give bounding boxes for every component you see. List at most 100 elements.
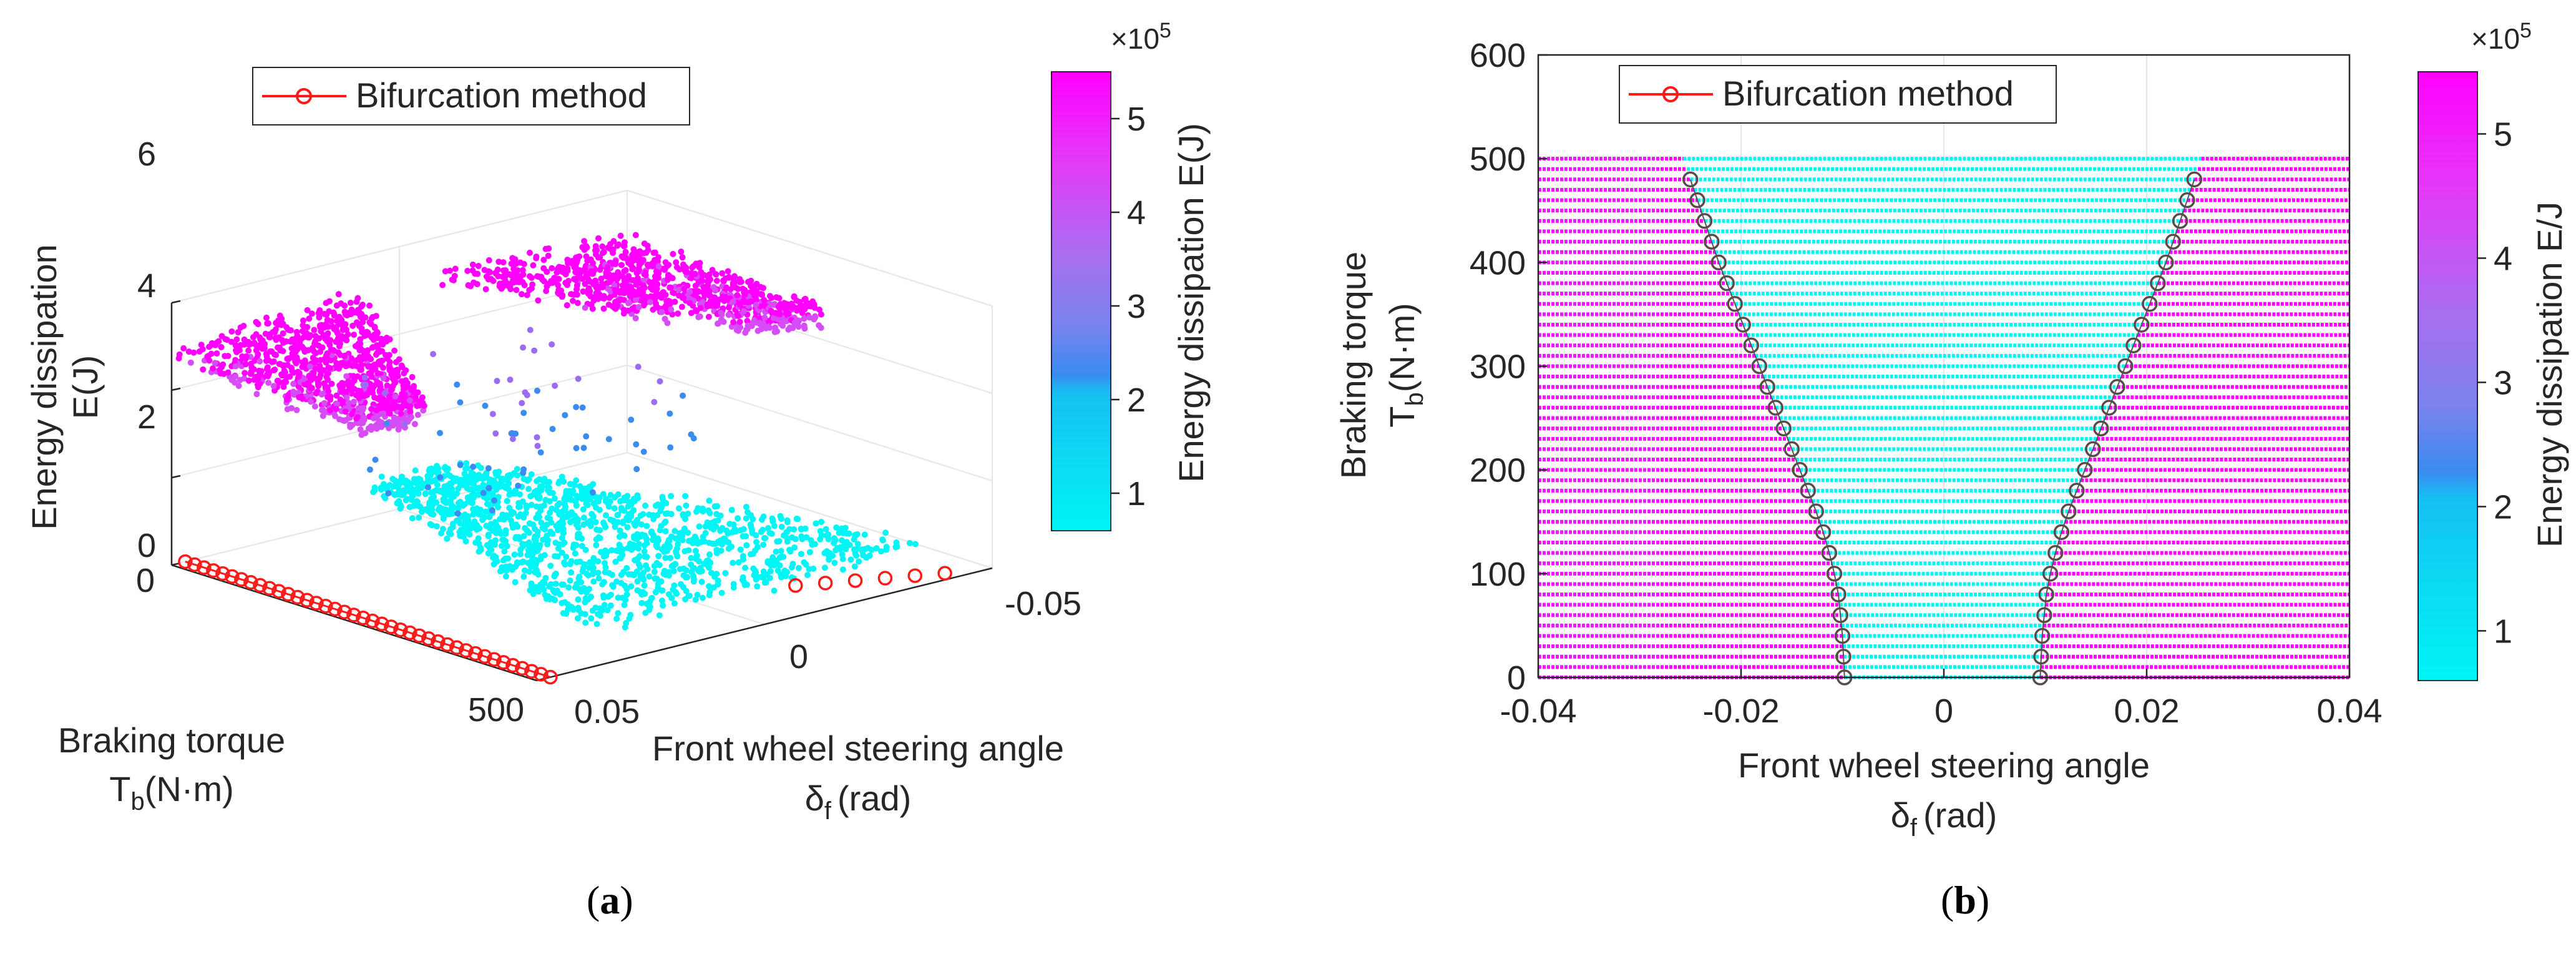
a-point-high-1278 xyxy=(398,410,404,417)
a-point-high-1262 xyxy=(394,373,401,380)
a-point-high-1097 xyxy=(452,265,459,272)
a-point-high-1634 xyxy=(205,352,212,359)
a-point-high-1684 xyxy=(333,392,340,399)
a-point-low-1318 xyxy=(854,531,861,538)
a-point-low-1286 xyxy=(663,548,670,554)
a-point-low-913 xyxy=(825,531,832,538)
b-bifurcation-point-left-1 xyxy=(1835,649,1852,665)
a-point-low-1264 xyxy=(705,564,712,571)
a-point-high-1197 xyxy=(500,259,507,266)
a-point-high-1729 xyxy=(788,305,795,312)
a-point-low-1164 xyxy=(559,473,565,480)
a-point-low-1030 xyxy=(538,553,545,560)
a-point-low-658 xyxy=(644,566,651,573)
a-point-low-1303 xyxy=(633,568,640,575)
a-point-low-1295 xyxy=(457,533,464,539)
a-point-low-1114 xyxy=(534,532,541,539)
a-point-low-795 xyxy=(754,583,761,590)
a-point-high-1200 xyxy=(232,373,239,380)
a-point-low-1121 xyxy=(552,581,559,588)
a-point-low-1325 xyxy=(533,503,540,510)
a-point-low-1399 xyxy=(499,483,505,489)
a-point-transition-5 xyxy=(492,430,499,437)
a-point-low-418 xyxy=(602,560,608,567)
a-point-high-1580 xyxy=(410,385,417,392)
a-point-high-451 xyxy=(620,297,627,303)
a-point-transition-64 xyxy=(512,430,519,437)
a-point-high-1603 xyxy=(614,242,621,249)
a-point-high-1191 xyxy=(592,277,599,284)
a-point-high-1210 xyxy=(407,408,414,415)
a-point-high-1664 xyxy=(206,357,213,364)
a-point-high-1554 xyxy=(256,358,263,365)
a-point-low-1362 xyxy=(587,523,594,529)
a-point-high-1586 xyxy=(333,406,339,413)
a-point-low-1179 xyxy=(602,512,609,519)
a-point-low-1331 xyxy=(475,506,482,513)
a-point-high-1428 xyxy=(343,337,350,344)
a-y-label-main: T xyxy=(109,769,130,809)
a-point-low-854 xyxy=(839,566,846,573)
a-point-low-1388 xyxy=(681,548,688,554)
a-point-high-1575 xyxy=(580,268,587,275)
a-point-high-1307 xyxy=(604,264,611,271)
b-x-label-line2: δf (rad) xyxy=(1891,795,1998,842)
a-point-low-1124 xyxy=(607,602,614,609)
a-point-low-1225 xyxy=(597,612,604,619)
a-point-transition-63 xyxy=(534,443,541,450)
a-bifurcation-point-left-14 xyxy=(309,596,324,611)
a-point-high-772 xyxy=(299,359,306,366)
panel-a-scatter-points xyxy=(175,232,919,631)
a-cbar-ticks-label-2: 3 xyxy=(1127,288,1146,325)
a-point-high-1711 xyxy=(612,287,618,294)
a-point-high-880 xyxy=(379,364,386,371)
a-point-high-1530 xyxy=(237,376,243,383)
b-bifurcation-point-right-1 xyxy=(2033,649,2049,665)
a-point-low-1171 xyxy=(643,535,650,542)
a-point-high-1256 xyxy=(276,344,283,351)
a-point-high-1330 xyxy=(336,416,343,423)
a-point-transition-52 xyxy=(575,375,582,382)
a-point-high-1651 xyxy=(761,314,768,321)
a-point-high-1462 xyxy=(394,421,401,428)
a-point-low-1324 xyxy=(656,527,663,534)
a-point-transition-53 xyxy=(480,489,487,496)
b-y-tick-4: 400 xyxy=(1470,244,1526,282)
a-point-high-1592 xyxy=(311,348,318,355)
a-point-high-1412 xyxy=(374,335,381,342)
a-point-high-1546 xyxy=(218,343,225,350)
a-point-high-1673 xyxy=(521,282,528,288)
a-point-high-1391 xyxy=(745,278,752,285)
a-point-low-1157 xyxy=(601,551,608,558)
a-point-low-646 xyxy=(477,465,484,471)
a-point-high-1513 xyxy=(736,302,743,308)
a-point-low-1346 xyxy=(559,527,566,534)
a-point-low-257 xyxy=(702,523,709,530)
a-point-high-1230 xyxy=(343,373,350,380)
a-point-high-16 xyxy=(420,407,427,414)
b-colorbar-exponent-base: ×10 xyxy=(2471,22,2520,55)
a-z-tick-mark-1 xyxy=(171,475,181,479)
a-point-low-1338 xyxy=(477,511,484,518)
a-point-high-1138 xyxy=(293,354,300,361)
a-point-low-1097 xyxy=(742,564,749,571)
a-point-high-1059 xyxy=(707,276,714,283)
a-point-low-701 xyxy=(662,510,669,517)
a-point-high-192 xyxy=(228,328,235,335)
a-point-transition-16 xyxy=(635,363,642,370)
a-point-high-1782 xyxy=(416,401,422,408)
a-point-low-447 xyxy=(683,502,690,509)
a-point-high-1503 xyxy=(636,280,643,287)
a-point-low-931 xyxy=(561,559,568,566)
a-point-high-1519 xyxy=(581,238,588,245)
a-point-low-185 xyxy=(851,563,858,570)
a-point-low-710 xyxy=(655,535,661,542)
a-point-high-1704 xyxy=(288,327,295,334)
a-point-high-1748 xyxy=(284,355,291,362)
a-point-high-1335 xyxy=(685,295,692,302)
a-point-high-1785 xyxy=(710,300,716,307)
a-point-high-1492 xyxy=(354,357,361,363)
a-bifurcation-line-left xyxy=(185,561,551,679)
a-point-low-1207 xyxy=(616,533,623,540)
a-point-transition-46 xyxy=(680,392,686,399)
